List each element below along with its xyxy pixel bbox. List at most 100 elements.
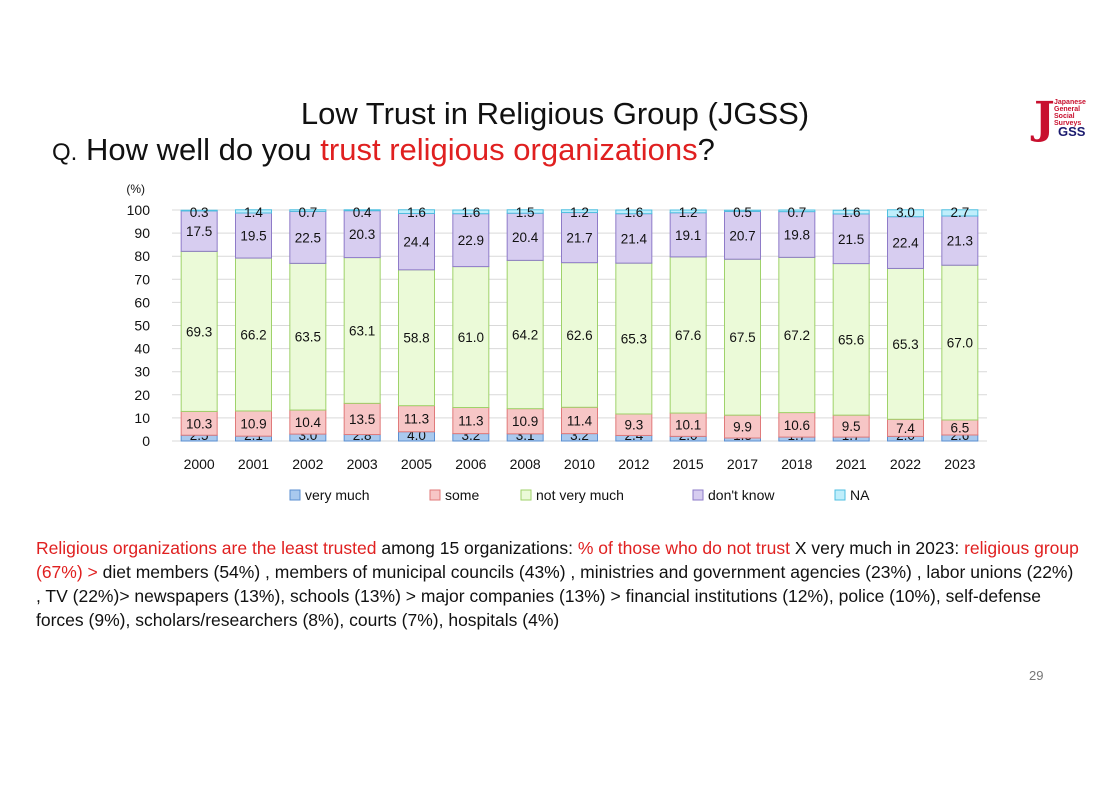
data-label: 1.6 [407,205,426,220]
data-label: 20.3 [349,227,375,242]
logo-suffix: GSS [1058,124,1086,139]
bar-segment [615,209,653,215]
bar-segment [778,256,816,414]
x-tick-label: 2017 [727,456,758,472]
data-label: 1.6 [624,205,643,220]
data-label: 22.9 [458,233,484,248]
stacked-bar-chart: 0102030405060708090100(%)2.510.369.317.5… [126,182,987,503]
data-label: 7.4 [896,421,915,436]
bar-segment [941,209,979,217]
data-label: 65.3 [892,337,918,352]
data-label: 9.5 [842,419,861,434]
bar-segment [832,213,870,265]
data-label: 24.4 [403,235,430,250]
data-label: 21.3 [947,234,973,249]
bar-segment [235,209,272,214]
bar-segment [778,412,816,438]
data-label: 21.4 [621,231,648,246]
data-label: 0.7 [787,205,806,220]
bar-segment [398,405,435,433]
data-label: 17.5 [186,224,212,239]
logo-letter: J [1034,93,1055,144]
data-label: 10.4 [295,415,322,430]
data-label: 61.0 [458,330,484,345]
bar-segment [941,215,979,266]
y-tick-label: 80 [134,248,150,264]
note-highlight-1: Religious organizations are the least tr… [36,538,377,558]
logo-word: Surveys [1054,120,1082,127]
slide-title: Low Trust in Religious Group (JGSS) [300,96,810,131]
data-label: 10.9 [512,414,538,429]
logo-word: Japanese [1054,99,1086,106]
logo-words: Japanese General Social Surveys [1054,99,1086,127]
data-label: 20.4 [512,230,539,245]
bar-segment [887,209,924,218]
bar-segment [235,212,272,259]
question-prefix: Q. [52,139,78,166]
x-tick-label: 2022 [890,456,921,472]
y-tick-label: 70 [134,271,150,287]
data-label: 1.4 [244,205,263,220]
x-tick-label: 2000 [184,456,215,472]
data-label: 67.5 [729,330,755,345]
legend-swatch [692,489,704,501]
legend-label: don't know [708,487,775,503]
bar-segment [180,210,218,252]
data-label: 9.3 [624,418,643,433]
legend-swatch [520,489,532,501]
data-label: 3.0 [896,205,915,220]
bar-segment [506,212,544,261]
bar-segment [778,211,816,258]
bar-segment [941,264,979,421]
y-tick-label: 50 [134,318,150,334]
data-label: 63.5 [295,330,321,345]
x-tick-label: 2005 [401,456,432,472]
data-label: 10.9 [240,417,266,432]
bar-segment [724,258,761,416]
data-label: 1.5 [516,205,535,220]
bar-segment [398,212,435,271]
bar-segment [832,209,870,215]
y-tick-label: 60 [134,294,150,310]
x-tick-label: 2003 [347,456,378,472]
data-label: 67.6 [675,328,701,343]
page-number: 29 [1029,668,1044,683]
bar-segment [452,209,490,215]
note-highlight-2: % of those who do not trust [577,538,790,558]
data-label: 62.6 [566,328,592,343]
bar-segment [398,209,435,214]
logo-word: Social [1054,113,1075,120]
data-label: 69.3 [186,324,212,339]
data-label: 1.6 [461,205,480,220]
jgss-logo: J Japanese General Social Surveys GSS [1034,93,1102,144]
question-highlight: trust religious organizations [320,132,698,167]
data-label: 13.5 [349,412,375,427]
question-text: How well do you [77,132,321,167]
note-text-3: diet members (54%) , members of municipa… [36,562,1074,630]
data-label: 63.1 [349,323,375,338]
data-label: 10.6 [784,418,810,433]
x-tick-label: 2001 [238,456,269,472]
data-label: 10.1 [675,418,701,433]
question-mark: ? [697,132,715,167]
data-label: 64.2 [512,328,538,343]
legend-label: not very much [536,487,624,503]
data-label: 65.3 [621,332,647,347]
x-tick-label: 2010 [564,456,595,472]
data-label: 0.4 [353,205,372,220]
legend-label: NA [850,487,870,503]
data-label: 21.7 [566,231,592,246]
legend-swatch [429,489,441,501]
data-label: 6.5 [950,420,969,435]
bar-segment [452,407,490,435]
y-tick-label: 20 [134,387,150,403]
x-tick-label: 2018 [781,456,812,472]
bar-segment [343,402,381,436]
bar-segment [289,209,327,212]
bar-segment [343,209,381,212]
legend-swatch [834,489,846,501]
bar-segment [398,269,435,407]
data-label: 1.2 [570,205,589,220]
bar-segment [561,209,598,214]
y-tick-label: 10 [134,410,150,426]
